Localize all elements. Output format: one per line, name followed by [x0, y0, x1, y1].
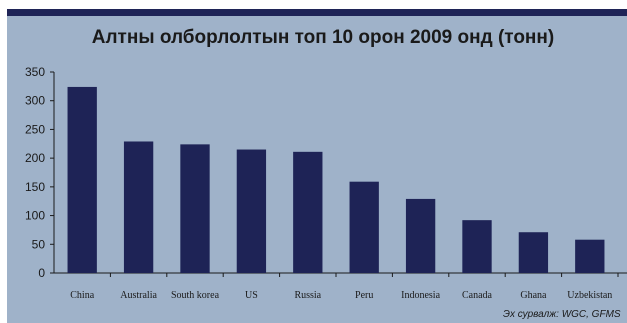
y-tick-label: 0	[38, 266, 45, 280]
x-tick-label: China	[70, 290, 94, 301]
bar	[405, 198, 436, 273]
x-tick-label: South korea	[171, 290, 220, 301]
x-tick-label: Ghana	[520, 290, 547, 301]
y-axis-ticks: 0 50 100 150 200 250 300 350	[25, 65, 54, 280]
y-tick-label: 150	[25, 180, 45, 194]
y-tick-label: 350	[25, 65, 45, 79]
x-tick-label: US	[245, 290, 258, 301]
bar	[575, 239, 605, 273]
bar	[180, 144, 210, 273]
y-tick-label: 50	[32, 237, 46, 251]
x-tick-label: Peru	[355, 290, 373, 301]
source-note: Эх сурвалж: WGC, GFMS	[503, 309, 621, 320]
chart-title: Алтны олборлолтын топ 10 орон 2009 онд (…	[92, 27, 554, 48]
y-tick-label: 300	[25, 94, 45, 108]
x-tick-label: Indonesia	[401, 290, 440, 301]
y-tick-label: 200	[25, 151, 45, 165]
x-tick-label: Russia	[294, 290, 321, 301]
bar	[67, 86, 97, 273]
x-tick-label: Australia	[120, 290, 157, 301]
x-tick-label: Uzbekistan	[567, 290, 612, 301]
x-tick-label: Canada	[462, 290, 493, 301]
top-band	[0, 0, 627, 9]
bar	[462, 220, 492, 273]
bar	[293, 151, 323, 273]
bar	[123, 141, 154, 273]
y-tick-label: 100	[25, 209, 45, 223]
bar	[349, 181, 379, 273]
bar	[236, 149, 267, 273]
x-axis-ticks: China Australia South korea US Russia Peru Ind…	[70, 273, 619, 301]
bar	[518, 232, 549, 273]
y-tick-label: 250	[25, 122, 45, 136]
bars	[67, 86, 605, 273]
